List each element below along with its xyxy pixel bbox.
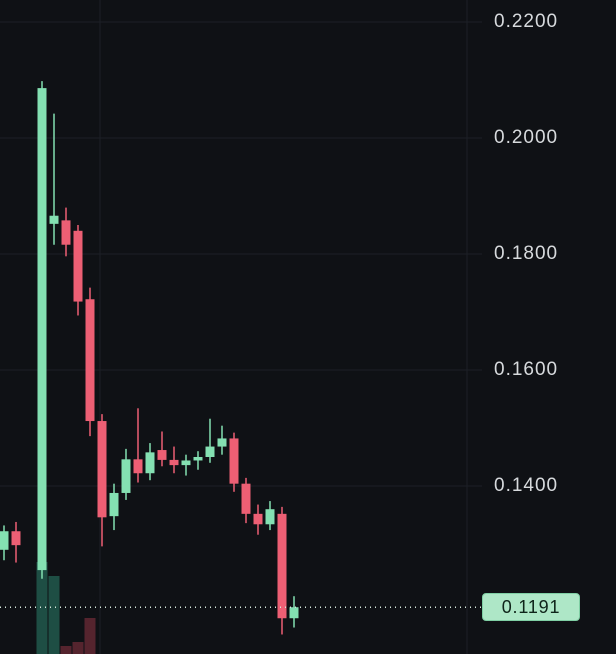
volume-bar: [84, 618, 96, 654]
last-price-label: 0.1191: [501, 596, 561, 617]
candle-down: [169, 459, 179, 466]
candle-down: [253, 513, 263, 525]
last-price-badge: 0.1191: [482, 593, 580, 622]
candle-up: [193, 457, 203, 461]
candle-down: [73, 230, 83, 302]
candle-down: [277, 513, 287, 619]
candle-up: [265, 509, 275, 525]
candle-up: [49, 215, 59, 224]
candle-down: [133, 459, 143, 474]
candle-down: [85, 299, 95, 422]
candle-up: [181, 460, 191, 466]
candle-up: [109, 492, 119, 517]
candle-down: [61, 220, 71, 245]
candle-down: [157, 450, 167, 460]
candle-down: [241, 483, 251, 514]
candle-up: [145, 452, 155, 474]
candle-down: [11, 531, 21, 546]
candle-up: [37, 88, 47, 571]
candle-up: [217, 438, 227, 447]
volume-bar: [72, 642, 84, 654]
volume-bar: [60, 646, 72, 654]
candle-down: [97, 421, 107, 518]
candle-up: [289, 607, 299, 619]
volume-bar: [48, 576, 60, 654]
candle-down: [229, 438, 239, 484]
candle-up: [121, 459, 131, 493]
volume-bar: [36, 562, 48, 654]
candle-up: [205, 446, 215, 457]
candle-up: [0, 531, 9, 550]
